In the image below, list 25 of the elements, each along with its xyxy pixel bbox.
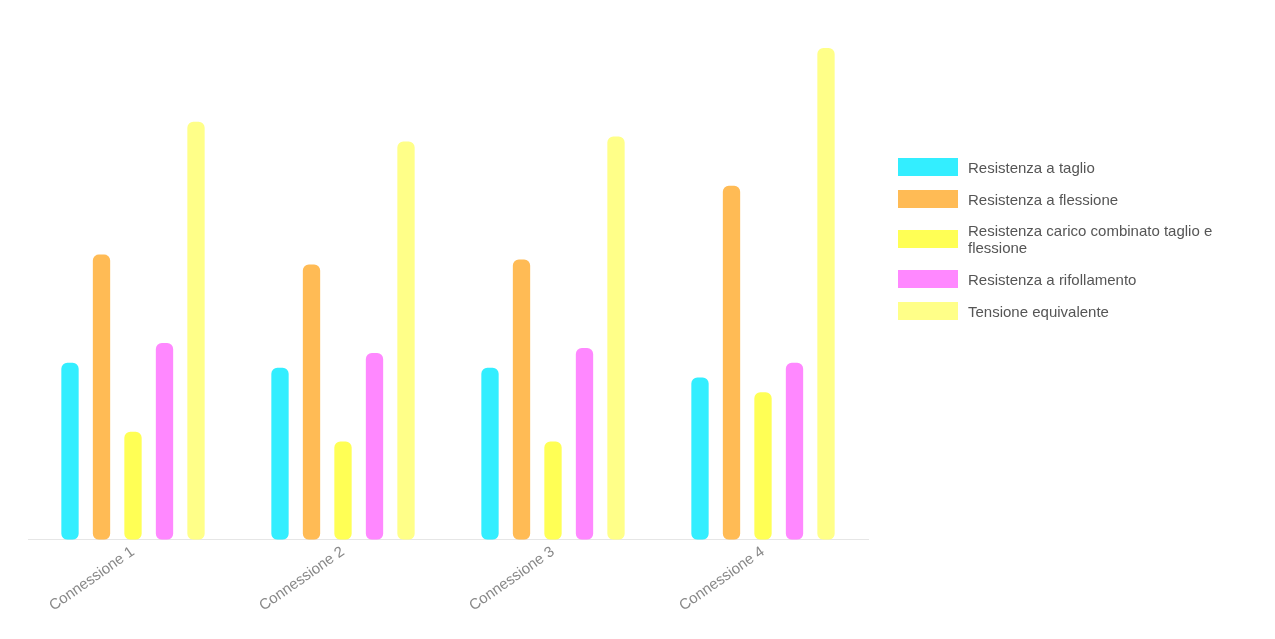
- bar: [544, 441, 562, 540]
- legend-label: Tensione equivalente: [968, 302, 1110, 320]
- bar: [481, 367, 499, 540]
- bar: [124, 431, 142, 540]
- bar: [575, 348, 594, 540]
- legend-label: Resistenza carico combinato taglio e flessione: [968, 222, 1214, 256]
- legend-label: Resistenza a taglio: [968, 158, 1096, 176]
- bar: [754, 392, 772, 540]
- bar: [785, 362, 804, 540]
- bar: [155, 343, 174, 540]
- bar: [271, 367, 289, 540]
- bar: [722, 185, 741, 540]
- bar: [334, 441, 352, 540]
- bar: [691, 377, 709, 540]
- bar: [92, 254, 111, 540]
- bar: [512, 259, 531, 540]
- bar: [187, 121, 205, 540]
- bar: [397, 141, 415, 540]
- bar: [365, 352, 384, 540]
- legend-label: Resistenza a rifollamento: [968, 270, 1138, 288]
- bar: [61, 362, 79, 540]
- bar: [302, 264, 321, 540]
- bar: [817, 48, 835, 540]
- bar: [607, 136, 625, 540]
- legend-label: Resistenza a flessione: [968, 190, 1120, 208]
